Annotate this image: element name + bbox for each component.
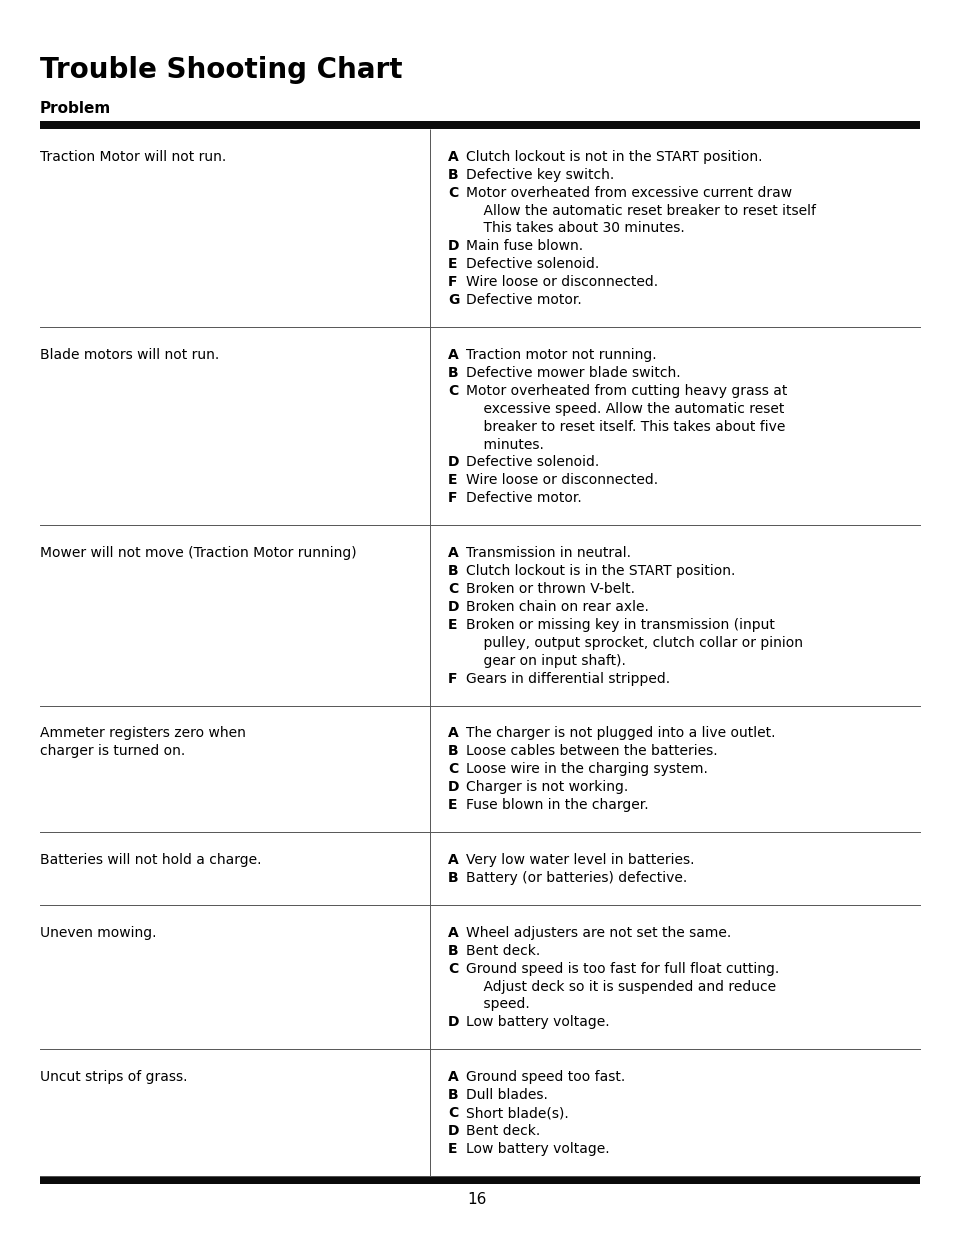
Text: C: C bbox=[448, 582, 457, 596]
Text: Defective solenoid.: Defective solenoid. bbox=[465, 456, 598, 470]
Text: Main fuse blown.: Main fuse blown. bbox=[465, 239, 582, 253]
Text: Transmission in neutral.: Transmission in neutral. bbox=[465, 546, 630, 561]
Text: Wire loose or disconnected.: Wire loose or disconnected. bbox=[465, 473, 658, 487]
Text: B: B bbox=[448, 943, 458, 958]
Text: Trouble Shooting Chart: Trouble Shooting Chart bbox=[40, 56, 402, 83]
Text: minutes.: minutes. bbox=[465, 437, 543, 451]
Text: Loose wire in the charging system.: Loose wire in the charging system. bbox=[465, 763, 707, 776]
Text: Mower will not move (Traction Motor running): Mower will not move (Traction Motor runn… bbox=[40, 546, 356, 561]
Text: A: A bbox=[448, 1070, 458, 1084]
Text: speed.: speed. bbox=[465, 998, 529, 1012]
Text: B: B bbox=[448, 871, 458, 885]
Text: Broken or thrown V-belt.: Broken or thrown V-belt. bbox=[465, 582, 635, 596]
Text: Uncut strips of grass.: Uncut strips of grass. bbox=[40, 1070, 188, 1084]
Text: Low battery voltage.: Low battery voltage. bbox=[465, 1141, 609, 1156]
Text: Motor overheated from cutting heavy grass at: Motor overheated from cutting heavy gras… bbox=[465, 384, 786, 397]
Text: B: B bbox=[448, 744, 458, 759]
Text: The charger is not plugged into a live outlet.: The charger is not plugged into a live o… bbox=[465, 726, 775, 740]
Text: 16: 16 bbox=[467, 1192, 486, 1207]
Text: Defective motor.: Defective motor. bbox=[465, 491, 581, 506]
Text: Blade motors will not run.: Blade motors will not run. bbox=[40, 348, 219, 363]
Text: B: B bbox=[448, 1088, 458, 1103]
Text: A: A bbox=[448, 348, 458, 363]
Text: Charger is not working.: Charger is not working. bbox=[465, 780, 628, 794]
Text: Clutch lockout is in the START position.: Clutch lockout is in the START position. bbox=[465, 564, 735, 578]
Text: B: B bbox=[448, 366, 458, 380]
Text: E: E bbox=[448, 799, 457, 812]
Text: F: F bbox=[448, 672, 457, 685]
Text: Defective mower blade switch.: Defective mower blade switch. bbox=[465, 366, 679, 380]
Text: D: D bbox=[448, 239, 459, 253]
Text: E: E bbox=[448, 618, 457, 632]
Text: A: A bbox=[448, 854, 458, 867]
Text: D: D bbox=[448, 456, 459, 470]
Text: Bent deck.: Bent deck. bbox=[465, 943, 539, 958]
Text: A: A bbox=[448, 726, 458, 740]
Text: A: A bbox=[448, 150, 458, 163]
Text: Broken or missing key in transmission (input: Broken or missing key in transmission (i… bbox=[465, 618, 774, 632]
Bar bbox=[40, 121, 919, 130]
Text: breaker to reset itself. This takes about five: breaker to reset itself. This takes abou… bbox=[465, 420, 784, 434]
Text: Defective solenoid.: Defective solenoid. bbox=[465, 257, 598, 272]
Text: Wire loose or disconnected.: Wire loose or disconnected. bbox=[465, 275, 658, 289]
Text: Bent deck.: Bent deck. bbox=[465, 1124, 539, 1138]
Text: A: A bbox=[448, 926, 458, 939]
Text: E: E bbox=[448, 473, 457, 487]
Text: E: E bbox=[448, 1141, 457, 1156]
Text: Defective motor.: Defective motor. bbox=[465, 293, 581, 307]
Text: pulley, output sprocket, clutch collar or pinion: pulley, output sprocket, clutch collar o… bbox=[465, 635, 802, 649]
Text: C: C bbox=[448, 186, 457, 199]
Text: Motor overheated from excessive current draw: Motor overheated from excessive current … bbox=[465, 186, 791, 199]
Text: C: C bbox=[448, 763, 457, 776]
Text: Allow the automatic reset breaker to reset itself: Allow the automatic reset breaker to res… bbox=[465, 203, 815, 218]
Text: Problem: Problem bbox=[40, 101, 112, 116]
Text: Ammeter registers zero when: Ammeter registers zero when bbox=[40, 726, 246, 740]
Text: F: F bbox=[448, 491, 457, 506]
Text: This takes about 30 minutes.: This takes about 30 minutes. bbox=[465, 222, 684, 235]
Text: Ground speed is too fast for full float cutting.: Ground speed is too fast for full float … bbox=[465, 962, 779, 976]
Text: excessive speed. Allow the automatic reset: excessive speed. Allow the automatic res… bbox=[465, 401, 783, 416]
Text: B: B bbox=[448, 564, 458, 578]
Text: Gears in differential stripped.: Gears in differential stripped. bbox=[465, 672, 669, 685]
Text: Battery (or batteries) defective.: Battery (or batteries) defective. bbox=[465, 871, 686, 885]
Text: Traction motor not running.: Traction motor not running. bbox=[465, 348, 656, 363]
Text: D: D bbox=[448, 599, 459, 614]
Text: C: C bbox=[448, 962, 457, 976]
Text: Loose cables between the batteries.: Loose cables between the batteries. bbox=[465, 744, 717, 759]
Text: D: D bbox=[448, 780, 459, 794]
Text: Ground speed too fast.: Ground speed too fast. bbox=[465, 1070, 624, 1084]
Text: F: F bbox=[448, 275, 457, 289]
Text: Broken chain on rear axle.: Broken chain on rear axle. bbox=[465, 599, 648, 614]
Text: Clutch lockout is not in the START position.: Clutch lockout is not in the START posit… bbox=[465, 150, 761, 163]
Text: Traction Motor will not run.: Traction Motor will not run. bbox=[40, 150, 226, 163]
Text: D: D bbox=[448, 1015, 459, 1029]
Text: Low battery voltage.: Low battery voltage. bbox=[465, 1015, 609, 1029]
Text: D: D bbox=[448, 1124, 459, 1138]
Bar bbox=[40, 1176, 919, 1184]
Text: B: B bbox=[448, 168, 458, 182]
Text: Short blade(s).: Short blade(s). bbox=[465, 1106, 568, 1120]
Text: Wheel adjusters are not set the same.: Wheel adjusters are not set the same. bbox=[465, 926, 731, 939]
Text: Dull blades.: Dull blades. bbox=[465, 1088, 547, 1103]
Text: C: C bbox=[448, 1106, 457, 1120]
Text: A: A bbox=[448, 546, 458, 561]
Text: Defective key switch.: Defective key switch. bbox=[465, 168, 614, 182]
Text: charger is turned on.: charger is turned on. bbox=[40, 744, 185, 759]
Text: C: C bbox=[448, 384, 457, 397]
Text: E: E bbox=[448, 257, 457, 272]
Text: Uneven mowing.: Uneven mowing. bbox=[40, 926, 156, 939]
Text: Fuse blown in the charger.: Fuse blown in the charger. bbox=[465, 799, 648, 812]
Text: Adjust deck so it is suspended and reduce: Adjust deck so it is suspended and reduc… bbox=[465, 979, 776, 993]
Text: Very low water level in batteries.: Very low water level in batteries. bbox=[465, 854, 694, 867]
Text: gear on input shaft).: gear on input shaft). bbox=[465, 654, 625, 668]
Text: Batteries will not hold a charge.: Batteries will not hold a charge. bbox=[40, 854, 261, 867]
Text: G: G bbox=[448, 293, 459, 307]
